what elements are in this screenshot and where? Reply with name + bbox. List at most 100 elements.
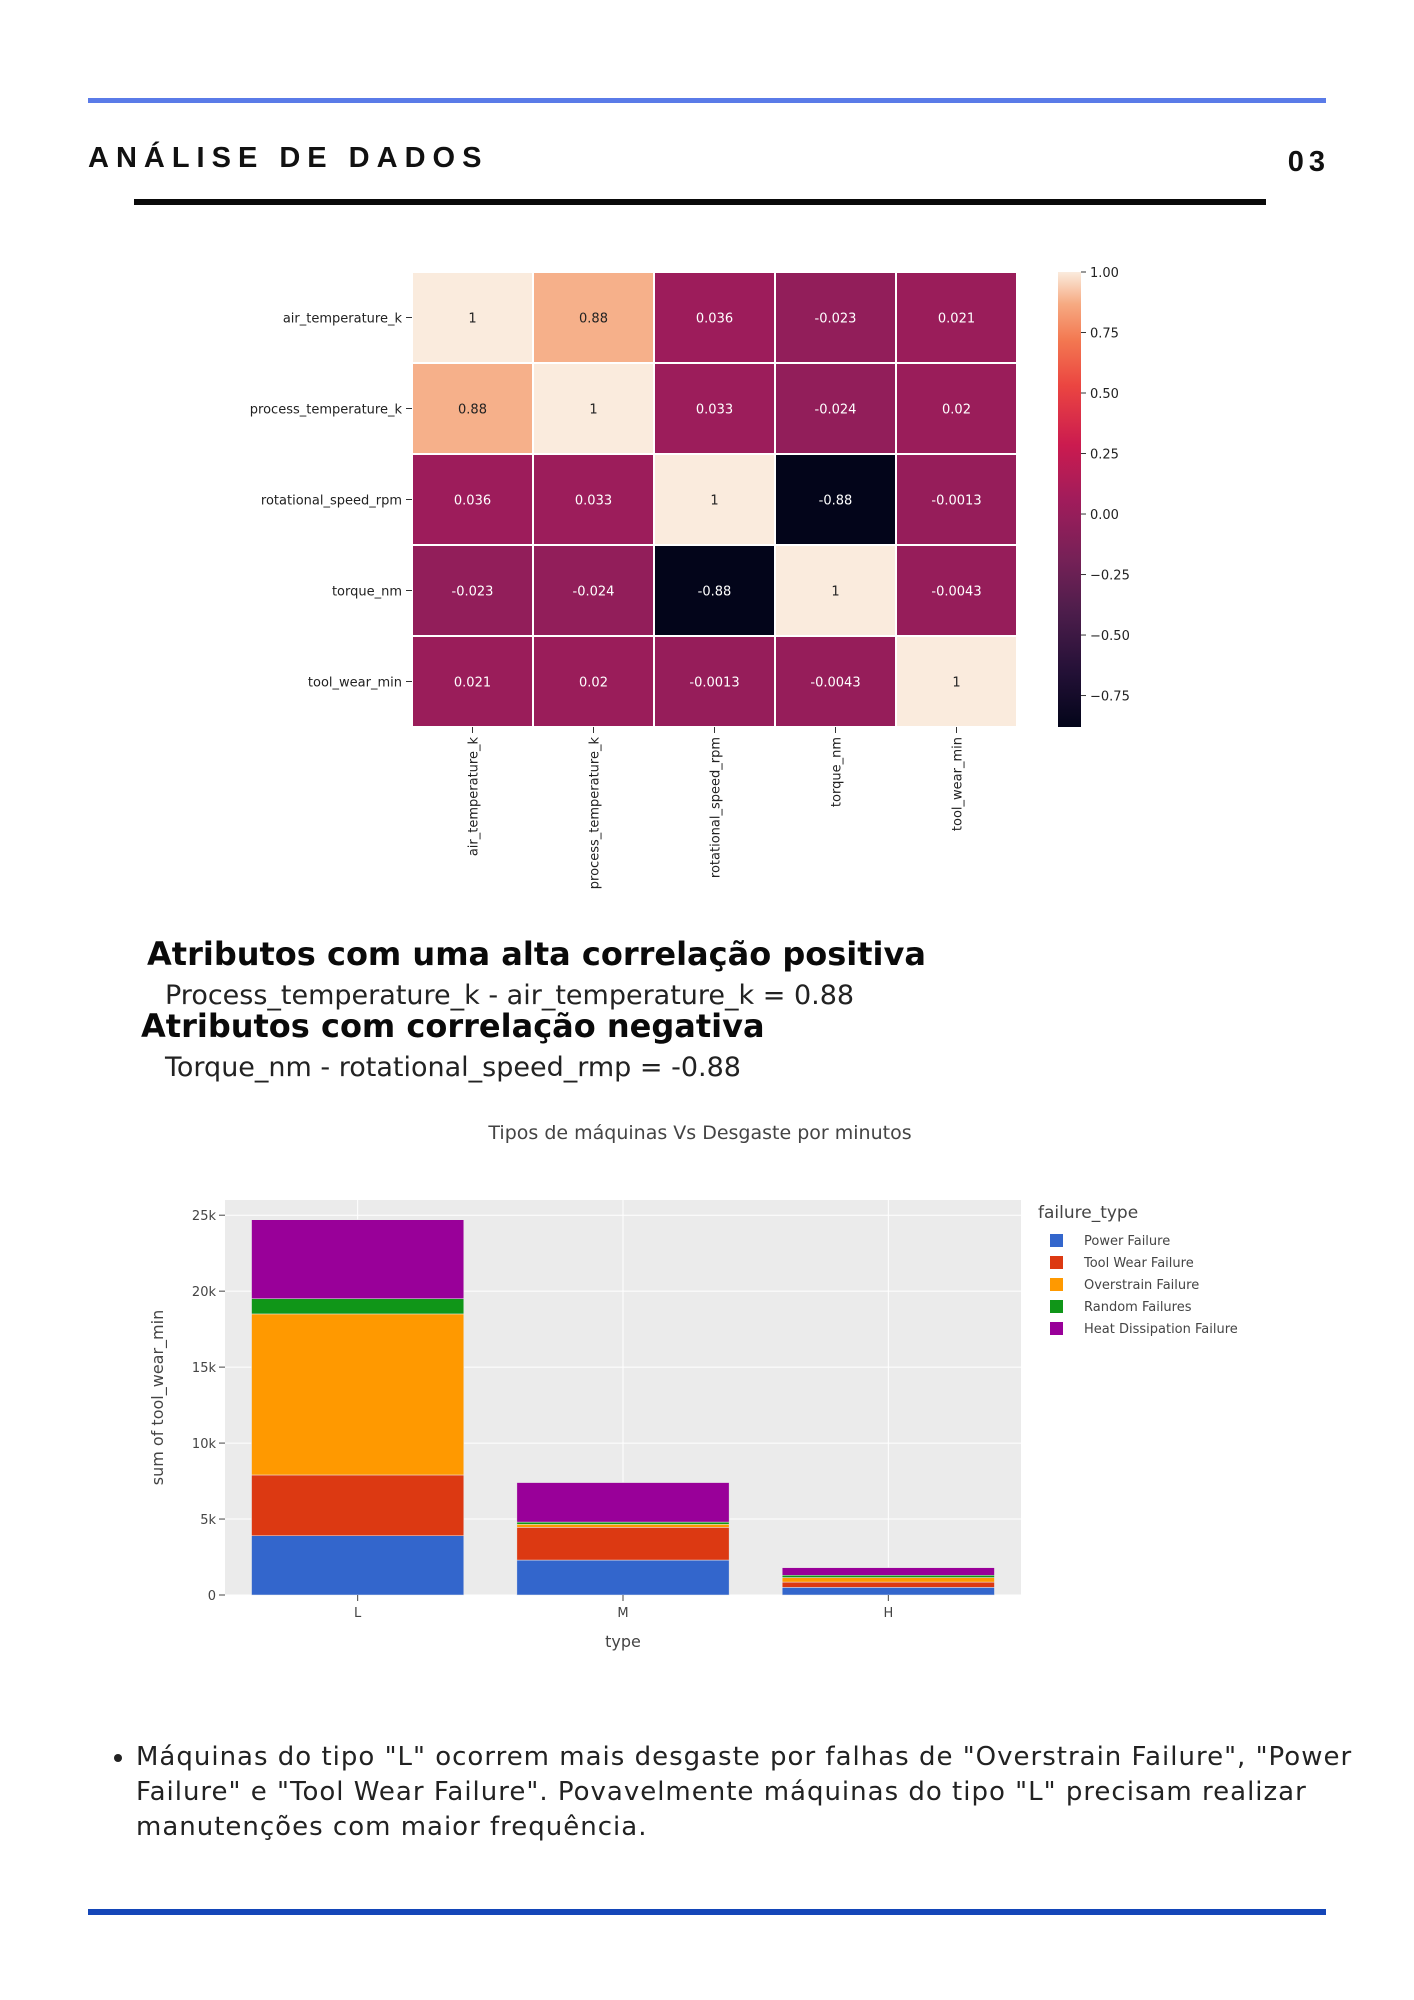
heatmap-cell-label: -0.0013	[689, 676, 739, 691]
heatmap-cell	[895, 635, 1018, 728]
bar-segment	[516, 1521, 730, 1525]
legend-label: Heat Dissipation Failure	[1084, 1322, 1238, 1337]
heatmap-cell-label: -0.0043	[810, 676, 860, 691]
negative-correlation-text: Torque_nm - rotational_speed_rmp = -0.88	[165, 1052, 741, 1083]
legend-swatch	[1050, 1300, 1063, 1313]
heatmap-cell-label: -0.88	[819, 494, 853, 509]
heatmap-cell	[411, 271, 534, 364]
legend-label: Power Failure	[1084, 1234, 1170, 1249]
legend-label: Random Failures	[1084, 1300, 1192, 1315]
heatmap-cell-label: -0.0013	[931, 494, 981, 509]
y-tick-label: 20k	[192, 1285, 217, 1300]
heatmap-cell-label: 1	[710, 494, 718, 509]
bar-segment	[251, 1298, 465, 1315]
negative-correlation-heading: Atributos com correlação negativa	[141, 1007, 765, 1045]
heatmap-cell	[411, 635, 534, 728]
bar-segment	[251, 1313, 465, 1476]
top-rule	[88, 98, 1326, 103]
x-tick-label: L	[354, 1606, 362, 1621]
heatmap-col-label: rotational_speed_rpm	[709, 737, 724, 878]
y-tick-label: 25k	[192, 1209, 217, 1224]
legend-label: Overstrain Failure	[1084, 1278, 1199, 1293]
bottom-rule	[88, 1909, 1326, 1915]
bar-segment	[781, 1587, 995, 1596]
heatmap-cell	[653, 544, 776, 637]
heatmap-cell	[532, 453, 655, 546]
heatmap-cell-label: 0.033	[575, 494, 612, 509]
y-tick-label: 0	[208, 1589, 216, 1604]
bar-segment	[251, 1474, 465, 1537]
colorbar-tick-label: 1.00	[1090, 266, 1119, 281]
legend-swatch	[1050, 1322, 1063, 1335]
section-title: ANÁLISE DE DADOS	[88, 142, 489, 174]
heatmap-colorbar	[1058, 272, 1081, 727]
bar-segment	[781, 1567, 995, 1576]
heatmap-cell-label: 1	[831, 585, 839, 600]
heatmap-cell-label: -0.024	[573, 585, 615, 600]
heatmap-cell-label: 1	[468, 312, 476, 327]
heatmap-row-label: tool_wear_min	[308, 676, 402, 691]
bar-segment	[251, 1535, 465, 1596]
bar-segment	[781, 1577, 995, 1583]
heatmap-col-label: air_temperature_k	[467, 737, 482, 857]
x-tick-label: M	[617, 1606, 628, 1621]
bar-segment	[516, 1559, 730, 1596]
colorbar-tick-label: −0.75	[1090, 690, 1130, 705]
bar-segment	[516, 1524, 730, 1528]
colorbar-tick-label: 0.50	[1090, 387, 1119, 402]
x-axis-label: type	[605, 1632, 641, 1651]
heatmap-row-label: process_temperature_k	[250, 403, 403, 418]
conclusion-note: Máquinas do tipo "L" ocorrem mais desgas…	[112, 1740, 1382, 1845]
heatmap-cell	[895, 362, 1018, 455]
heatmap-cell-label: -0.0043	[931, 585, 981, 600]
header-rule	[134, 199, 1266, 205]
bar-segment	[516, 1527, 730, 1561]
legend-title: failure_type	[1038, 1203, 1138, 1223]
legend-swatch	[1050, 1234, 1063, 1247]
heatmap-cell	[774, 453, 897, 546]
conclusion-bullet: Máquinas do tipo "L" ocorrem mais desgas…	[136, 1740, 1382, 1845]
heatmap-row-label: torque_nm	[332, 585, 402, 600]
heatmap-col-label: torque_nm	[830, 737, 845, 807]
heatmap-cell-label: -0.88	[698, 585, 732, 600]
heatmap-cell	[895, 544, 1018, 637]
heatmap-cell	[532, 271, 655, 364]
bar-chart-title: Tipos de máquinas Vs Desgaste por minuto…	[487, 1122, 911, 1144]
legend-swatch	[1050, 1256, 1063, 1269]
heatmap-col-label: process_temperature_k	[588, 737, 603, 890]
heatmap-cell-label: 1	[589, 403, 597, 418]
bar-segment	[781, 1581, 995, 1588]
heatmap-cell-label: 0.036	[454, 494, 491, 509]
colorbar-tick-label: 0.00	[1090, 508, 1119, 523]
positive-correlation-text: Process_temperature_k - air_temperature_…	[165, 980, 855, 1011]
page-number: 03	[1287, 146, 1330, 178]
colorbar-tick-label: −0.25	[1090, 569, 1130, 584]
y-axis-label: sum of tool_wear_min	[148, 1310, 168, 1485]
heatmap-row-label: air_temperature_k	[283, 312, 403, 327]
colorbar-tick-label: 0.25	[1090, 448, 1119, 463]
legend-swatch	[1050, 1278, 1063, 1291]
heatmap-cell	[653, 635, 776, 728]
heatmap-row-label: rotational_speed_rpm	[261, 494, 402, 509]
stacked-bar-chart: Tipos de máquinas Vs Desgaste por minuto…	[148, 1122, 1238, 1651]
y-tick-label: 15k	[192, 1361, 217, 1376]
heatmap-cell	[532, 544, 655, 637]
heatmap-cell-label: -0.024	[815, 403, 857, 418]
heatmap-cell-label: 0.021	[454, 676, 491, 691]
colorbar-tick-label: 0.75	[1090, 327, 1119, 342]
y-tick-label: 10k	[192, 1437, 217, 1452]
heatmap-cell	[653, 362, 776, 455]
heatmap-cell	[653, 271, 776, 364]
heatmap-col-label: tool_wear_min	[951, 737, 966, 831]
heatmap-cell-label: -0.023	[815, 312, 857, 327]
heatmap-cell-label: 0.033	[696, 403, 733, 418]
heatmap-cell	[774, 544, 897, 637]
heatmap-cell-label: 0.021	[938, 312, 975, 327]
heatmap-cell-label: 1	[952, 676, 960, 691]
positive-correlation-heading: Atributos com uma alta correlação positi…	[147, 935, 926, 973]
heatmap-cell	[532, 635, 655, 728]
heatmap-cell-label: 0.02	[579, 676, 608, 691]
heatmap-cell-label: 0.88	[458, 403, 487, 418]
colorbar-tick-label: −0.50	[1090, 629, 1130, 644]
